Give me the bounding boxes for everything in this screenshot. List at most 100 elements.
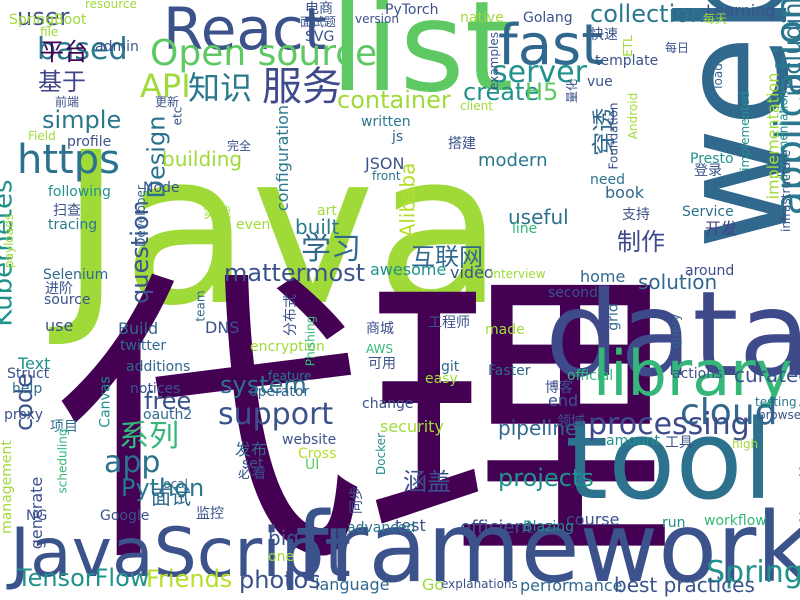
word-open-source: Open source xyxy=(150,33,378,74)
word-efficient: efficient xyxy=(460,517,533,538)
word-including: including xyxy=(778,0,800,97)
word-selenium: Selenium xyxy=(43,267,109,283)
word-made: made xyxy=(485,322,525,338)
word-cjk-191: 搭建 xyxy=(448,136,476,152)
word-user: user xyxy=(17,3,70,31)
word-text: Text xyxy=(18,354,51,373)
word-profile: profile xyxy=(67,134,112,150)
word-golang: Golang xyxy=(523,10,573,26)
word-art: art xyxy=(317,203,337,219)
word-cjk-54: 涵盖 xyxy=(403,468,451,496)
word-video: video xyxy=(450,263,494,282)
word-cjk-134: 必看 xyxy=(238,466,266,482)
word-high: high xyxy=(732,437,759,451)
word-event: event xyxy=(236,217,276,233)
word-cjk-114: 项目 xyxy=(50,419,78,435)
word-feature: feature xyxy=(268,369,312,383)
word-resource: resource xyxy=(85,0,137,11)
word-docker: Docker xyxy=(374,432,389,476)
word-cjk-197: 支持 xyxy=(622,207,650,223)
word-json: JSON xyxy=(365,154,405,173)
word-cloud: cloud xyxy=(680,392,778,433)
word-framework: framework xyxy=(295,492,800,600)
word-based: based xyxy=(37,32,128,67)
word-blazing: Blazing xyxy=(523,519,575,535)
word-github: GitHub xyxy=(0,65,5,163)
word-seconds: seconds xyxy=(548,285,606,301)
word-front: front xyxy=(372,169,401,183)
word-javascript: JavaScript xyxy=(10,514,351,593)
word-course: course xyxy=(566,510,620,529)
word-server: server xyxy=(492,55,587,90)
word-cjk-17: 知识 xyxy=(188,69,253,107)
word-workflow: workflow xyxy=(704,513,767,529)
word-cjk-106: 进阶 xyxy=(45,281,73,297)
word-field: Field xyxy=(28,129,56,143)
word-local: local xyxy=(160,477,188,491)
word-cjk-190: 完全 xyxy=(227,139,252,153)
word-cjk-150: 领域 xyxy=(557,414,585,430)
word-oauth2: oauth2 xyxy=(143,407,193,423)
word-need: need xyxy=(590,172,625,188)
word-cjk-170: 电商 xyxy=(305,1,333,17)
word-cjk-149: 博客 xyxy=(545,380,573,396)
word-best-practices: best practices xyxy=(614,573,755,597)
word-js: js xyxy=(392,129,404,145)
word-written: written xyxy=(361,114,411,130)
word-cjk-31: 学习 xyxy=(301,232,361,267)
word-cjk-177: 快速 xyxy=(590,27,618,43)
word-proxy: proxy xyxy=(4,407,44,423)
word-simple: simple xyxy=(42,106,122,134)
word-cjk-127: 分布式 xyxy=(283,294,299,336)
word-scheduling: scheduling xyxy=(55,428,70,494)
word-fast: fast xyxy=(498,13,604,78)
word-developer: Developer xyxy=(133,185,148,247)
word-source: source xyxy=(44,292,91,308)
word-react: React xyxy=(163,0,327,63)
word-payloads: payloads xyxy=(1,214,16,268)
word-etc: etc xyxy=(170,106,185,126)
word-pipeline: pipeline xyxy=(498,416,578,440)
word-explanations: explanations xyxy=(441,577,518,591)
word-cjk-186: 更新 xyxy=(155,95,180,109)
word-service: Service xyxy=(682,204,734,220)
word-android: Android xyxy=(626,92,641,140)
word-cjk-65: 面试 xyxy=(151,485,191,509)
word-spring: Spring xyxy=(706,555,800,590)
word-management: management xyxy=(0,440,15,534)
word-book: book xyxy=(605,183,644,202)
word-solution: solution xyxy=(638,270,718,294)
word-cjk-184: 量化 xyxy=(565,78,580,104)
word-dns: DNS xyxy=(205,318,240,337)
word-cross: Cross xyxy=(298,446,337,462)
word-cjk-171: 面试题 xyxy=(300,15,337,29)
word-built: built xyxy=(295,215,340,239)
word-end: end xyxy=(548,391,579,410)
word-cjk-104: 扫查 xyxy=(53,203,81,219)
word-run: run xyxy=(662,515,686,531)
word-examples: examples xyxy=(486,32,501,90)
word-cjk-138: 同步 xyxy=(349,486,365,514)
word-canvas: Canvas xyxy=(97,376,114,428)
word-notices: notices xyxy=(130,381,181,397)
word-language: language xyxy=(315,575,390,594)
word-cjk-102: 实战 xyxy=(203,206,231,222)
word-version: version xyxy=(355,12,399,26)
word-line: line xyxy=(512,221,538,237)
word-useful: useful xyxy=(508,205,569,229)
word-google: Google xyxy=(100,508,150,524)
word-svg: SVG xyxy=(305,29,335,45)
word-cjk-164: 每天 xyxy=(703,12,728,26)
word-create: create xyxy=(463,78,540,106)
word-python: Python xyxy=(121,474,205,502)
word-cjk-143: 工程师 xyxy=(428,315,470,331)
word-awesome: awesome xyxy=(370,260,447,279)
word-presto: Presto xyxy=(690,151,734,167)
word-tensorflow: TensorFlow xyxy=(17,564,150,592)
word-encryption: encryption xyxy=(250,339,325,355)
word-system: system xyxy=(220,371,307,399)
word-library: library xyxy=(593,337,793,410)
word-cjk-141: 商城 xyxy=(366,321,394,337)
word-list: list xyxy=(330,0,514,120)
word-https: https xyxy=(17,137,120,183)
